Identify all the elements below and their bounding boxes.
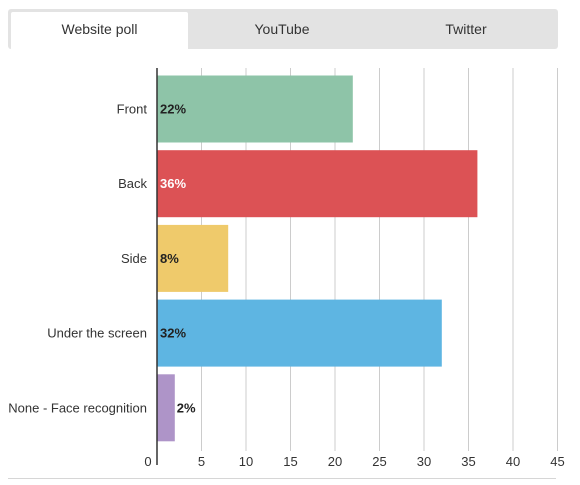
bar (157, 150, 478, 218)
category-label: Front (117, 102, 148, 117)
bar (157, 374, 175, 442)
category-label: Under the screen (47, 326, 147, 341)
x-tick-label: 5 (198, 454, 205, 469)
tab-bar: Website poll YouTube Twitter (8, 9, 558, 49)
bar (157, 75, 353, 143)
category-label: None - Face recognition (8, 400, 147, 415)
x-tick-label: 45 (550, 454, 564, 469)
tab-twitter[interactable]: Twitter (445, 21, 487, 37)
data-label: 8% (160, 251, 179, 266)
x-tick-label: 30 (417, 454, 431, 469)
x-tick-label: 10 (239, 454, 253, 469)
data-label: 22% (160, 102, 186, 117)
tab-youtube[interactable]: YouTube (254, 21, 310, 37)
bar (157, 299, 442, 367)
tab-website-poll[interactable]: Website poll (11, 12, 188, 49)
x-tick-label: 15 (283, 454, 297, 469)
category-label: Side (121, 251, 147, 266)
x-tick-label: 0 (144, 454, 151, 469)
data-label: 32% (160, 326, 186, 341)
x-tick-label: 35 (461, 454, 475, 469)
x-tick-label: 25 (372, 454, 386, 469)
category-label: Back (118, 176, 147, 191)
data-label: 2% (177, 400, 196, 415)
x-tick-label: 20 (328, 454, 342, 469)
x-tick-label: 40 (506, 454, 520, 469)
data-label: 36% (160, 176, 186, 191)
bar (157, 224, 229, 292)
divider (8, 478, 556, 479)
